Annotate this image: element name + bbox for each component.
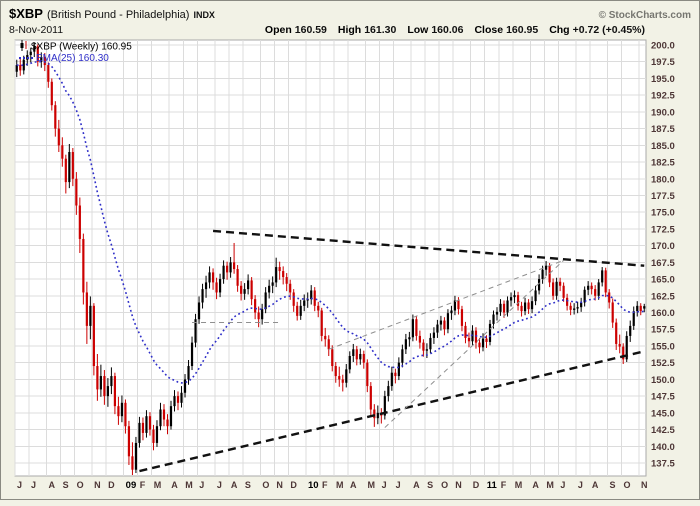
change-quote: Chg +0.72 (+0.45%) <box>549 24 645 36</box>
svg-text:J: J <box>578 480 583 490</box>
svg-text:N: N <box>276 480 283 490</box>
svg-text:192.5: 192.5 <box>651 91 675 102</box>
svg-text:11: 11 <box>487 480 498 491</box>
svg-text:M: M <box>546 480 554 490</box>
svg-text:F: F <box>501 480 507 490</box>
price-chart-svg: 200.0 197.5 195.0 192.5 190.0 187.5 185.0 182.5… <box>14 39 675 492</box>
svg-text:F: F <box>140 480 146 490</box>
svg-text:M: M <box>368 480 376 490</box>
svg-text:A: A <box>532 480 539 490</box>
svg-text:177.5: 177.5 <box>651 191 675 202</box>
trendlines <box>139 229 645 473</box>
svg-text:170.0: 170.0 <box>651 241 675 252</box>
quote-bar: 8-Nov-2011 Open 160.59 High 161.30 Low 160.… <box>1 23 699 36</box>
svg-text:J: J <box>31 480 36 490</box>
instrument-name: (British Pound - Philadelphia) <box>46 9 190 21</box>
svg-text:197.5: 197.5 <box>651 57 675 68</box>
svg-text:137.5: 137.5 <box>651 459 675 470</box>
svg-text:S: S <box>609 480 615 490</box>
ema-line-icon <box>19 57 33 60</box>
svg-text:J: J <box>17 480 22 490</box>
svg-text:165.0: 165.0 <box>651 275 675 286</box>
svg-text:O: O <box>623 480 630 490</box>
svg-text:O: O <box>262 480 269 490</box>
svg-text:175.0: 175.0 <box>651 208 675 219</box>
svg-text:155.0: 155.0 <box>651 341 675 352</box>
svg-text:F: F <box>322 480 328 490</box>
svg-text:J: J <box>217 480 222 490</box>
svg-text:147.5: 147.5 <box>651 392 675 403</box>
svg-text:A: A <box>171 480 178 490</box>
svg-text:172.5: 172.5 <box>651 224 675 235</box>
chart-date: 8-Nov-2011 <box>9 24 64 36</box>
svg-text:152.5: 152.5 <box>651 358 675 369</box>
svg-text:150.0: 150.0 <box>651 375 675 386</box>
svg-text:J: J <box>382 480 387 490</box>
ohlc-quote: Open 160.59 High 161.30 Low 160.06 Close 160… <box>254 24 645 36</box>
svg-text:180.0: 180.0 <box>651 174 675 185</box>
svg-text:A: A <box>592 480 599 490</box>
svg-text:N: N <box>94 480 101 490</box>
svg-text:167.5: 167.5 <box>651 258 675 269</box>
ema-legend: EMA(25) 160.30 <box>19 53 109 64</box>
svg-text:J: J <box>560 480 565 490</box>
svg-text:145.0: 145.0 <box>651 408 675 419</box>
svg-text:N: N <box>641 480 648 490</box>
svg-text:190.0: 190.0 <box>651 107 675 118</box>
svg-text:D: D <box>108 480 115 490</box>
svg-text:M: M <box>185 480 193 490</box>
svg-text:O: O <box>441 480 448 490</box>
svg-text:O: O <box>77 480 84 490</box>
svg-text:162.5: 162.5 <box>651 291 675 302</box>
svg-text:D: D <box>473 480 480 490</box>
open-quote: Open 160.59 <box>264 24 327 36</box>
svg-text:D: D <box>290 480 297 490</box>
svg-text:S: S <box>63 480 69 490</box>
high-quote: High 161.30 <box>337 24 397 36</box>
instrument-title: $XBP (British Pound - Philadelphia) INDX <box>9 5 215 23</box>
svg-text:187.5: 187.5 <box>651 124 675 135</box>
stockcharts-copyright: © StockCharts.com <box>598 10 691 21</box>
low-quote: Low 160.06 <box>407 24 464 36</box>
svg-text:200.0: 200.0 <box>651 41 675 52</box>
svg-text:140.0: 140.0 <box>651 442 675 453</box>
svg-text:A: A <box>49 480 56 490</box>
exchange-label: INDX <box>193 10 215 20</box>
close-quote: Close 160.95 <box>474 24 539 36</box>
svg-text:J: J <box>199 480 204 490</box>
svg-text:S: S <box>245 480 251 490</box>
chart-area: 200.0 197.5 195.0 192.5 190.0 187.5 185.0 182.5… <box>1 34 700 501</box>
svg-text:S: S <box>427 480 433 490</box>
svg-text:M: M <box>515 480 523 490</box>
svg-text:185.0: 185.0 <box>651 141 675 152</box>
symbol-label: $XBP <box>9 6 43 21</box>
candlestick-series-icon <box>19 40 28 54</box>
svg-text:A: A <box>350 480 357 490</box>
ema-line <box>16 60 645 384</box>
axis-labels: 200.0 197.5 195.0 192.5 190.0 187.5 185.0 182.5… <box>17 41 675 492</box>
svg-text:157.5: 157.5 <box>651 325 675 336</box>
svg-text:09: 09 <box>126 480 137 491</box>
svg-text:160.0: 160.0 <box>651 308 675 319</box>
svg-text:195.0: 195.0 <box>651 74 675 85</box>
gridlines <box>14 40 646 476</box>
svg-text:M: M <box>336 480 344 490</box>
svg-text:10: 10 <box>308 480 319 491</box>
svg-text:182.5: 182.5 <box>651 158 675 169</box>
svg-text:M: M <box>154 480 162 490</box>
svg-text:142.5: 142.5 <box>651 425 675 436</box>
svg-text:A: A <box>231 480 238 490</box>
svg-text:J: J <box>396 480 401 490</box>
chart-header: $XBP (British Pound - Philadelphia) INDX ©… <box>1 1 699 23</box>
svg-text:N: N <box>455 480 462 490</box>
price-series-legend: $XBP (Weekly) 160.95 <box>19 40 132 54</box>
svg-text:A: A <box>413 480 420 490</box>
